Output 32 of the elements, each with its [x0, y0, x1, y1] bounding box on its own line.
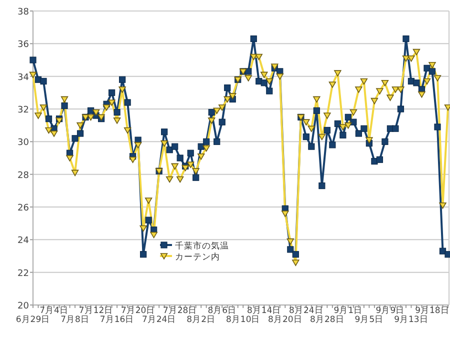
x-tick-label: 6月29日: [16, 315, 50, 325]
x-tick-label: 9月13日: [394, 315, 428, 325]
legend-label: カーテン内: [175, 252, 220, 262]
x-tick-label: 9月1日: [334, 306, 363, 316]
y-tick-label: 32: [18, 106, 29, 116]
legend-label: 千葉市の気温: [175, 240, 229, 252]
y-tick-label: 34: [18, 72, 30, 83]
x-tick-label: 8月14日: [247, 306, 282, 316]
x-tick-label: 8月28日: [310, 315, 344, 325]
x-tick-label: 8月6日: [208, 306, 237, 316]
x-tick-label: 9月9日: [376, 306, 405, 316]
x-tick-label: 7月4日: [40, 306, 68, 316]
x-tick-label: 8月10日: [226, 315, 260, 325]
y-tick-label: 28: [18, 170, 30, 181]
x-tick-label: 7月24日: [142, 315, 176, 325]
y-tick-label: 22: [18, 268, 29, 279]
y-tick-label: 36: [18, 40, 30, 50]
x-tick-label: 7月20日: [120, 306, 156, 316]
x-tick-label: 9月5日: [354, 315, 384, 325]
y-tick-label: 26: [18, 204, 30, 214]
y-tick-label: 38: [18, 8, 30, 18]
x-tick-label: 9月18日: [415, 306, 450, 316]
x-tick-label: 7月28日: [162, 306, 198, 316]
y-tick-label: 24: [18, 236, 30, 246]
x-tick-label: 8月24日: [289, 306, 324, 316]
x-tick-label: 7月8日: [60, 315, 90, 325]
x-tick-label: 8月2日: [186, 315, 216, 325]
x-tick-label: 7月16日: [100, 315, 134, 325]
x-tick-label: 7月12日: [78, 306, 114, 316]
y-tick-label: 30: [18, 138, 30, 148]
y-tick-label: 20: [18, 302, 30, 312]
x-tick-label: 8月20日: [268, 315, 302, 325]
